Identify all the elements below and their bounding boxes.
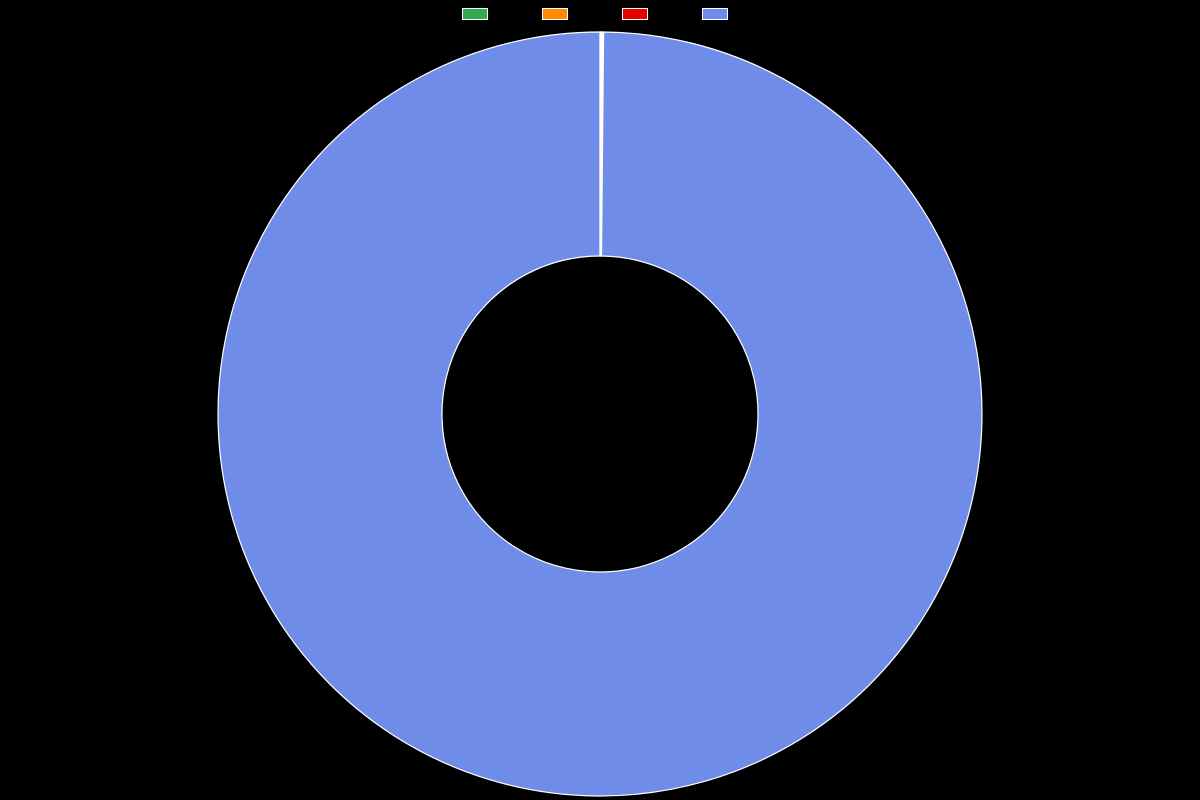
- legend-item-3: [702, 8, 738, 20]
- donut-chart: [0, 28, 1200, 800]
- legend-swatch-1: [542, 8, 568, 20]
- legend-swatch-2: [622, 8, 648, 20]
- legend-swatch-3: [702, 8, 728, 20]
- legend-item-2: [622, 8, 658, 20]
- legend-swatch-0: [462, 8, 488, 20]
- legend-item-0: [462, 8, 498, 20]
- legend-item-1: [542, 8, 578, 20]
- chart-page: [0, 0, 1200, 800]
- chart-legend: [0, 8, 1200, 20]
- donut-chart-container: [0, 28, 1200, 800]
